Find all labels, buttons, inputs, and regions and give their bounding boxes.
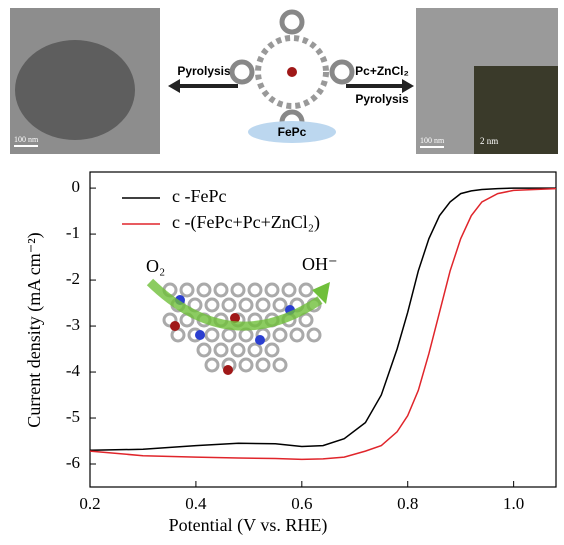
- atom: [232, 284, 244, 296]
- scale-label: 100 nm: [420, 136, 445, 145]
- y-tick-label: -1: [66, 223, 80, 242]
- atom: [266, 284, 278, 296]
- atom: [240, 329, 252, 341]
- atom: [206, 299, 218, 311]
- y-tick-label: -5: [66, 407, 80, 426]
- atom: [266, 344, 278, 356]
- molecule-label: FePc: [278, 125, 307, 139]
- arrow-head: [168, 79, 180, 93]
- plot-frame: [90, 172, 556, 487]
- arrow-label: Pc+ZnCl₂: [355, 64, 409, 78]
- atom: [232, 344, 244, 356]
- x-tick-label: 0.8: [397, 494, 418, 513]
- atom: [170, 321, 180, 331]
- y-tick-label: -3: [66, 315, 80, 334]
- data-line: [90, 189, 556, 460]
- y-tick-label: -6: [66, 453, 80, 472]
- atom: [257, 299, 269, 311]
- legend-label: c -(FePc+Pc+ZnCl₂): [172, 212, 320, 233]
- atom: [215, 344, 227, 356]
- x-tick-label: 0.4: [185, 494, 207, 513]
- y-axis-label: Current density (mA cm⁻²): [24, 232, 45, 427]
- y-tick-label: -2: [66, 269, 80, 288]
- atom: [195, 330, 205, 340]
- arrow-label: Pyrolysis: [177, 64, 231, 78]
- atom: [223, 329, 235, 341]
- data-line: [90, 188, 556, 450]
- atom: [215, 284, 227, 296]
- scale-label: 100 nm: [14, 135, 39, 144]
- figure: 100 nm 100 nm 2 nm Pyrolysis Pc+ZnCl₂ Py…: [0, 0, 564, 540]
- legend-label: c -FePc: [172, 186, 226, 206]
- atom: [308, 329, 320, 341]
- atom: [283, 284, 295, 296]
- arrow-head: [402, 79, 414, 93]
- x-tick-label: 1.0: [503, 494, 524, 513]
- atom: [274, 329, 286, 341]
- scale-label: 2 nm: [480, 136, 498, 146]
- arrow-label: Pyrolysis: [355, 92, 409, 106]
- x-axis-label: Potential (V vs. RHE): [169, 515, 328, 536]
- annotation: OH⁻: [302, 254, 338, 274]
- y-tick-label: -4: [66, 361, 81, 380]
- molecule: [232, 12, 352, 132]
- atom: [291, 329, 303, 341]
- atom: [223, 299, 235, 311]
- x-tick-label: 0.2: [79, 494, 100, 513]
- atom: [274, 359, 286, 371]
- annotation: O₂: [146, 256, 165, 276]
- tem-particle: [15, 40, 135, 140]
- atom: [198, 344, 210, 356]
- atom: [300, 284, 312, 296]
- atom: [240, 299, 252, 311]
- atom: [249, 344, 261, 356]
- atom: [206, 359, 218, 371]
- x-tick-label: 0.6: [291, 494, 312, 513]
- atom: [181, 284, 193, 296]
- atom: [255, 335, 265, 345]
- atom: [257, 359, 269, 371]
- atom: [206, 329, 218, 341]
- y-tick-label: 0: [72, 177, 81, 196]
- atom: [274, 299, 286, 311]
- atom: [198, 284, 210, 296]
- atom: [240, 359, 252, 371]
- atom: [223, 365, 233, 375]
- atom: [249, 284, 261, 296]
